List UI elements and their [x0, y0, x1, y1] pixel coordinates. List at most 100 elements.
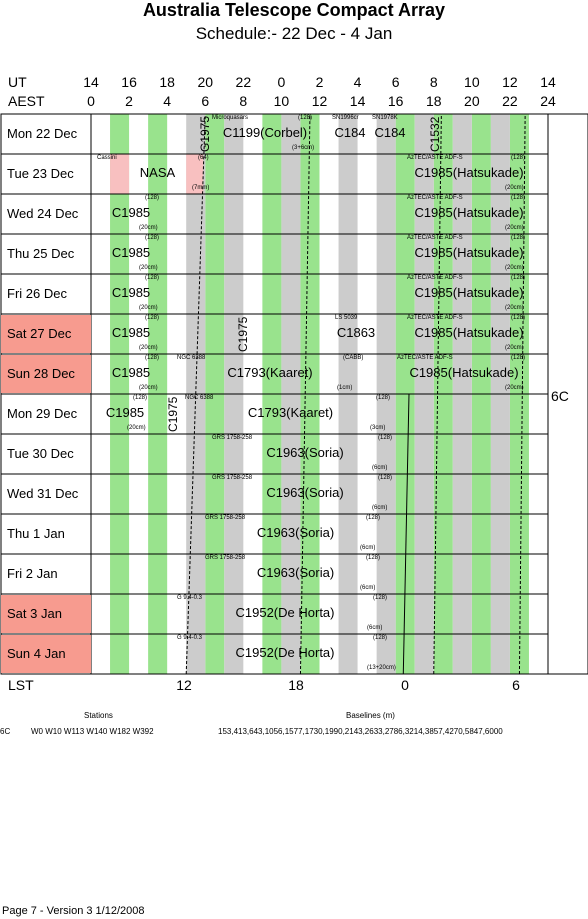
aest-tick: 8 — [239, 93, 248, 109]
gray-stripe — [452, 594, 472, 634]
lst-line — [299, 113, 311, 675]
gray-stripe — [490, 514, 510, 554]
program-band: (20cm) — [139, 345, 158, 351]
program-channels: (128) — [373, 595, 388, 601]
lst-tick: 12 — [176, 677, 192, 693]
gray-stripe — [376, 554, 396, 594]
green-stripe — [395, 274, 415, 314]
program-block: NASA — [95, 154, 220, 194]
gray-stripe — [490, 594, 510, 634]
green-stripe — [262, 314, 282, 354]
program-channels: (128) — [366, 515, 381, 521]
gray-stripe — [186, 194, 206, 234]
aest-tick: 16 — [387, 93, 404, 109]
aest-tick: 4 — [163, 93, 172, 109]
day-label: Mon 29 Dec — [7, 406, 78, 421]
program-block: C1985 — [95, 194, 167, 234]
green-stripe — [395, 314, 415, 354]
gray-stripe — [452, 194, 472, 234]
green-stripe — [205, 594, 225, 634]
program-label: C1199(Corbel) — [222, 125, 308, 140]
ut-tick: 12 — [502, 74, 518, 90]
gray-stripe — [414, 114, 434, 154]
green-stripe — [300, 234, 320, 274]
green-stripe — [509, 474, 529, 514]
program-block: C1199(Corbel) — [210, 114, 320, 154]
program-band: (6cm) — [360, 585, 376, 591]
green-stripe — [471, 554, 491, 594]
program-band: (20cm) — [139, 225, 158, 231]
green-stripe — [300, 554, 320, 594]
gray-stripe — [490, 554, 510, 594]
green-stripe — [433, 154, 453, 194]
green-stripe — [395, 234, 415, 274]
green-stripe — [205, 274, 225, 314]
gray-stripe — [186, 234, 206, 274]
green-stripe — [148, 594, 168, 634]
green-stripe — [205, 474, 225, 514]
program-band: (20cm) — [505, 225, 524, 231]
green-stripe — [262, 394, 282, 434]
gray-stripe — [338, 114, 358, 154]
program-block: C1963(Soria) — [203, 514, 388, 554]
gray-stripe — [224, 234, 244, 274]
day-label: Wed 31 Dec — [7, 486, 79, 501]
ut-tick: 16 — [121, 74, 137, 90]
program-channels: (128) — [378, 475, 393, 481]
program-block: C1963(Soria) — [210, 434, 400, 474]
green-stripe — [300, 514, 320, 554]
program-channels: (128) — [366, 555, 381, 561]
program-block: C1985(Hatsukade) — [405, 234, 533, 274]
program-source: GRS 1758-258 — [205, 555, 246, 561]
gray-stripe — [281, 394, 301, 434]
program-source: NGC 6388 — [177, 355, 206, 361]
gray-stripe — [281, 354, 301, 394]
gray-stripe — [452, 634, 472, 674]
gray-stripe — [490, 634, 510, 674]
ut-tick: 20 — [197, 74, 214, 90]
gray-stripe — [186, 394, 206, 434]
gray-stripe — [186, 634, 206, 674]
green-stripe — [148, 114, 168, 154]
program-block: C1793(Kaaret) — [175, 354, 365, 394]
program-label: C1963(Soria) — [256, 565, 335, 580]
ut-tick: 14 — [540, 74, 556, 90]
green-stripe — [300, 474, 320, 514]
gray-stripe — [338, 194, 358, 234]
green-stripe — [110, 274, 130, 314]
green-stripe — [471, 514, 491, 554]
green-stripe — [509, 274, 529, 314]
green-stripe — [205, 554, 225, 594]
program-block: C1985 — [95, 354, 167, 394]
baselines-header: Baselines (m) — [346, 711, 395, 720]
program-band: (1cm) — [337, 385, 353, 391]
green-stripe — [395, 354, 415, 394]
program-block: C1985(Hatsukade) — [405, 274, 533, 314]
green-stripe — [395, 434, 415, 474]
green-stripe — [471, 314, 491, 354]
config-label: 6C — [551, 388, 569, 404]
gray-stripe — [338, 314, 358, 354]
program-channels: (128) — [511, 315, 526, 321]
gray-stripe — [186, 474, 206, 514]
program-channels: (128) — [133, 395, 148, 401]
program-source: LS 5039 — [335, 315, 358, 321]
pink-block — [186, 154, 204, 194]
program-source: AzTEC/ASTE ADF-S — [407, 275, 463, 281]
program-source: G 9.4-0.3 — [177, 635, 203, 641]
gray-stripe — [414, 154, 434, 194]
gray-stripe — [338, 394, 358, 434]
green-stripe — [148, 234, 168, 274]
program-label: C1963(Soria) — [256, 525, 335, 540]
green-stripe — [471, 354, 491, 394]
green-stripe — [205, 394, 225, 434]
gray-stripe — [414, 194, 434, 234]
green-stripe — [148, 194, 168, 234]
green-stripe — [395, 634, 415, 674]
program-label: C184 — [334, 125, 366, 140]
gray-stripe — [490, 154, 510, 194]
program-label: C1985(Hatsukade) — [414, 165, 524, 180]
stations-header: Stations — [84, 711, 113, 720]
program-block: C1985(Hatsukade) — [405, 194, 533, 234]
program-channels: (128) — [145, 315, 160, 321]
